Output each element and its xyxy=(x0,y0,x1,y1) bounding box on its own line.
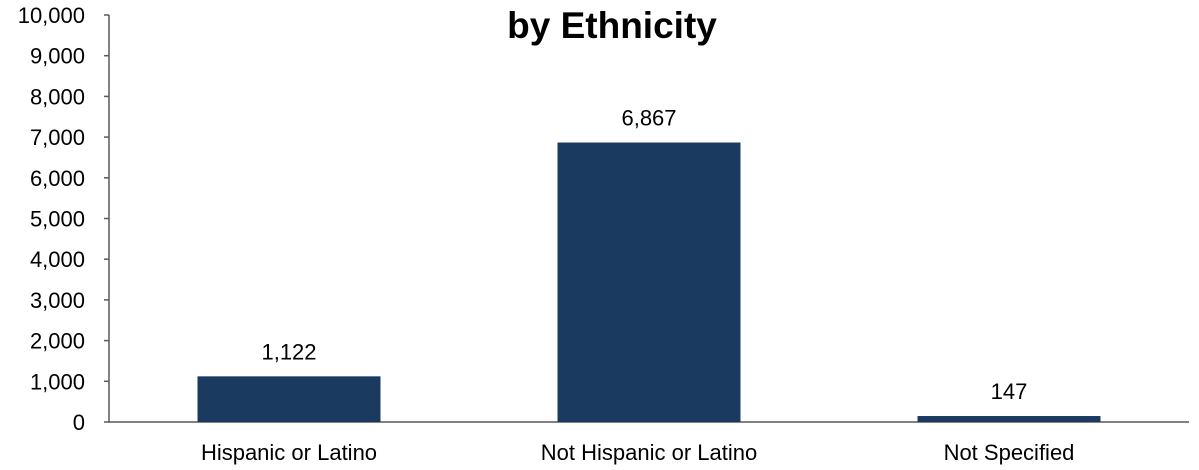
x-category-label: Hispanic or Latino xyxy=(201,440,377,465)
bar xyxy=(197,376,381,422)
x-category-label: Not Hispanic or Latino xyxy=(541,440,757,465)
y-axis: 0 1,000 2,000 3,000 4,000 5,000 6,000 7,000 8,00… xyxy=(18,3,110,435)
y-tick-label: 2,000 xyxy=(30,329,85,354)
y-tick-label: 1,000 xyxy=(30,369,85,394)
y-tick-label: 4,000 xyxy=(30,247,85,272)
y-tick-label: 10,000 xyxy=(18,3,85,28)
x-axis: Hispanic or Latino Not Hispanic or Latino… xyxy=(109,421,1189,465)
y-tick-label: 9,000 xyxy=(30,44,85,69)
bar-data-label: 6,867 xyxy=(621,106,676,131)
bar xyxy=(557,142,741,422)
bar xyxy=(917,416,1101,422)
bar-data-label: 147 xyxy=(991,379,1028,404)
y-tick-label: 5,000 xyxy=(30,207,85,232)
y-tick-label: 7,000 xyxy=(30,125,85,150)
y-tick-label: 3,000 xyxy=(30,288,85,313)
chart-title: by Ethnicity xyxy=(507,5,717,46)
bars: 1,122 6,867 147 xyxy=(197,106,1101,422)
y-tick-label: 8,000 xyxy=(30,84,85,109)
y-tick-label: 6,000 xyxy=(30,166,85,191)
x-category-label: Not Specified xyxy=(944,440,1075,465)
y-tick-label: 0 xyxy=(73,410,85,435)
bar-data-label: 1,122 xyxy=(261,339,316,364)
